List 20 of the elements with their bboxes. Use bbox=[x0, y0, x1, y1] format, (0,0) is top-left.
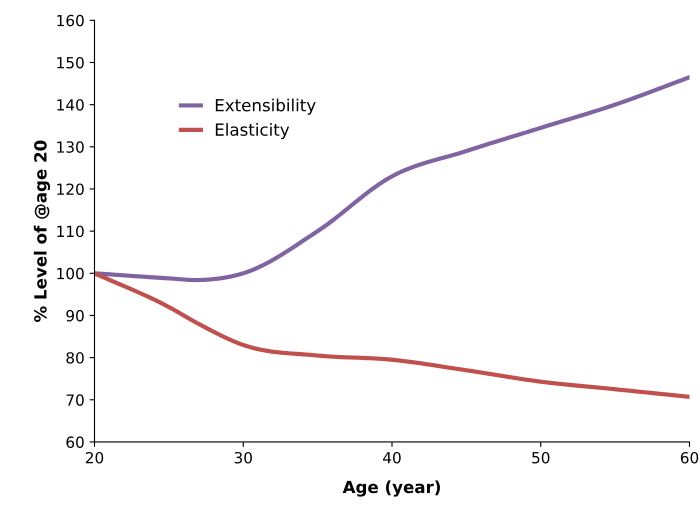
y-tick-label: 130 bbox=[57, 141, 84, 153]
legend-label: Extensibility bbox=[216, 98, 316, 115]
x-tick-label: 40 bbox=[383, 452, 401, 464]
y-tick-label: 160 bbox=[57, 14, 84, 26]
y-tick-label: 150 bbox=[57, 56, 84, 69]
legend-label: Elasticity bbox=[216, 123, 290, 140]
y-axis-title: % Level of @age 20 bbox=[34, 140, 50, 322]
x-tick-label: 50 bbox=[532, 452, 550, 464]
y-tick-label: 110 bbox=[57, 226, 84, 238]
x-tick-label: 20 bbox=[86, 452, 104, 464]
y-tick-label: 90 bbox=[66, 310, 84, 322]
y-tick-label: 60 bbox=[66, 436, 84, 448]
x-axis-title: Age (year) bbox=[342, 480, 440, 497]
y-tick-label: 120 bbox=[57, 183, 84, 195]
x-tick-label: 60 bbox=[680, 452, 698, 464]
y-tick-label: 140 bbox=[57, 99, 84, 111]
y-tick-label: 80 bbox=[66, 352, 84, 364]
y-tick-label: 70 bbox=[66, 394, 84, 406]
x-tick-label: 30 bbox=[234, 452, 252, 464]
y-tick-label: 100 bbox=[57, 268, 84, 280]
